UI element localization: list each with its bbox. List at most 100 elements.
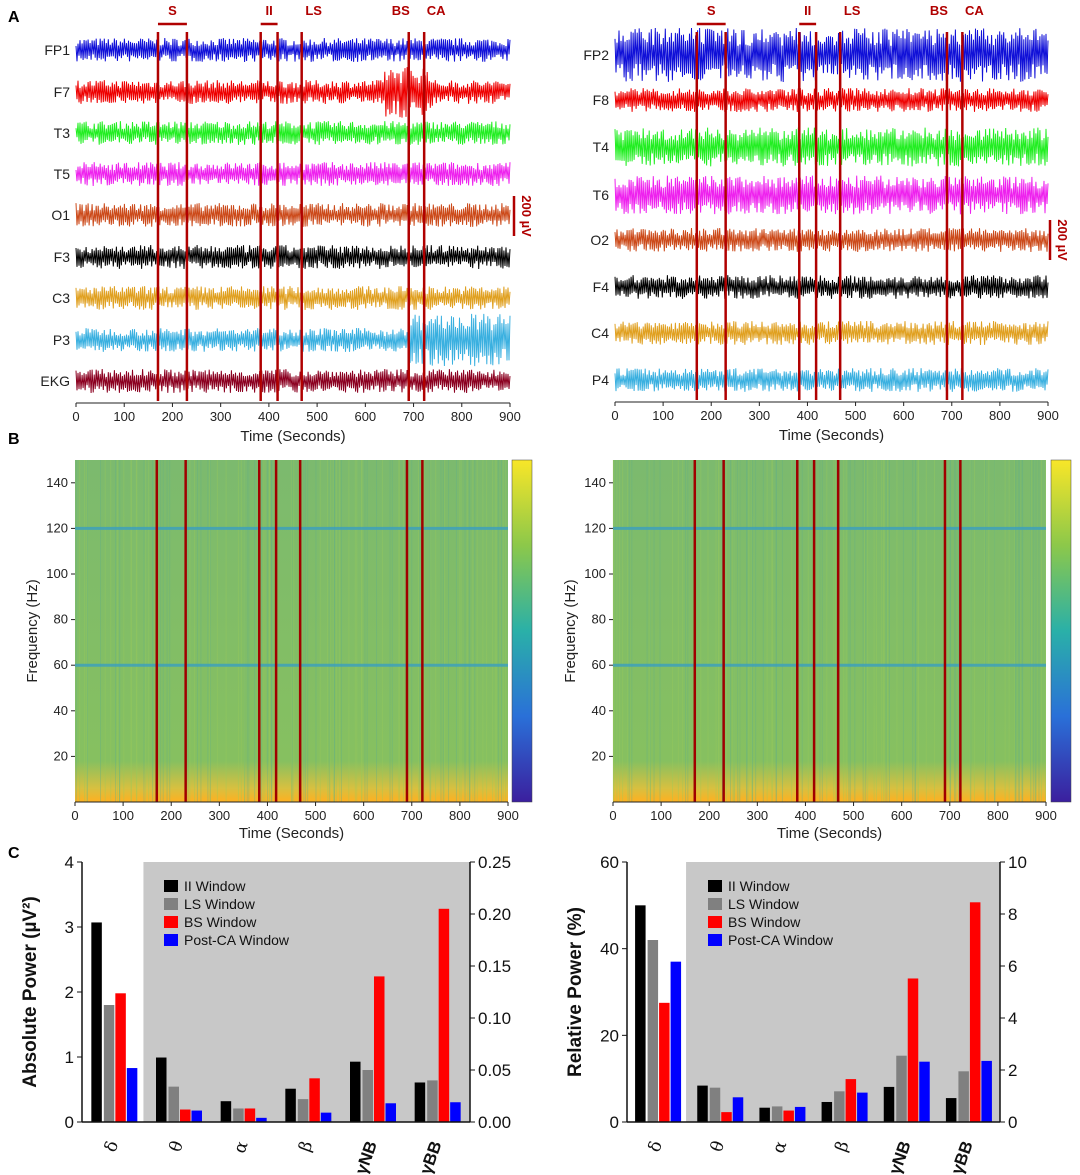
right-tick-label: 0.10: [478, 1009, 511, 1028]
right-tick-label: 10: [1008, 853, 1027, 872]
spectrogram-right: 0 100 200 300 400 500 600 700 800 900 Time (Second…: [562, 459, 1072, 842]
time-tick-label: 700: [939, 808, 961, 823]
left-tick-label: 3: [65, 918, 74, 937]
time-tick-label: 900: [1035, 808, 1057, 823]
bar: [981, 1060, 992, 1122]
time-tick-label: 300: [746, 808, 768, 823]
freq-tick-label: 80: [592, 612, 606, 627]
legend-entry: Post-CA Window: [728, 932, 834, 948]
time-tick-label: 100: [652, 408, 674, 423]
time-tick-label: 800: [987, 808, 1009, 823]
eeg-trace: [75, 368, 511, 394]
eeg-trace: [75, 286, 511, 311]
channel-label: C4: [591, 325, 609, 341]
bar: [794, 1106, 806, 1122]
eeg-trace: [614, 227, 1049, 253]
time-tick-label: 300: [748, 408, 770, 423]
eeg-trace: [75, 67, 511, 118]
time-tick-label: 700: [403, 409, 425, 424]
left-tick-label: 1: [65, 1048, 74, 1067]
time-tick-label: 600: [893, 408, 915, 423]
freq-tick-label: 40: [54, 703, 68, 718]
left-tick-label: 0: [610, 1113, 619, 1132]
bar: [115, 993, 126, 1122]
channel-label: P3: [53, 332, 70, 348]
legend-swatch: [708, 916, 722, 928]
right-tick-label: 0.05: [478, 1061, 511, 1080]
time-tick-label: 300: [210, 409, 232, 424]
bar: [180, 1109, 191, 1122]
bar: [845, 1079, 857, 1122]
legend-entry: BS Window: [728, 914, 801, 930]
time-tick-label: 900: [499, 409, 521, 424]
channel-label: F7: [54, 84, 71, 100]
left-tick-label: 60: [600, 853, 619, 872]
time-tick-label: 500: [306, 409, 328, 424]
time-tick-label: 100: [112, 808, 134, 823]
freq-axis-label: Frequency (Hz): [562, 579, 579, 682]
left-tick-label: 0: [65, 1113, 74, 1132]
bar: [783, 1110, 794, 1122]
freq-tick-label: 100: [584, 566, 606, 581]
legend-entry: BS Window: [184, 914, 257, 930]
event-label: S: [168, 3, 177, 18]
channel-label: P4: [592, 372, 609, 388]
eeg-traces-left: FP1 F7 T3 T5 O1 F3 C3 P3 EKG 0 100 200 300 400 500 600 7…: [40, 3, 534, 445]
time-tick-label: 400: [257, 808, 279, 823]
spectrogram-image: [75, 460, 508, 802]
bar: [670, 961, 682, 1122]
bar: [697, 1085, 708, 1122]
channel-label: T5: [54, 166, 71, 182]
time-tick-label: 500: [845, 408, 867, 423]
time-tick-label: 200: [160, 808, 182, 823]
time-axis-label: Time (Seconds): [779, 427, 884, 444]
time-tick-label: 0: [71, 808, 78, 823]
band-label: γNB: [351, 1138, 380, 1175]
time-tick-label: 700: [941, 408, 963, 423]
legend-entry: Post-CA Window: [184, 932, 290, 948]
bar: [320, 1112, 332, 1122]
time-tick-label: 500: [305, 808, 327, 823]
event-label: CA: [965, 3, 984, 18]
freq-tick-label: 80: [54, 612, 68, 627]
right-tick-label: 0.00: [478, 1113, 511, 1132]
channel-label: T3: [54, 125, 71, 141]
channel-label: EKG: [40, 373, 70, 389]
event-label: CA: [427, 3, 446, 18]
legend-swatch: [164, 880, 178, 892]
freq-tick-label: 60: [54, 657, 68, 672]
eeg-trace: [614, 175, 1049, 215]
bar: [385, 1103, 396, 1122]
legend-swatch: [708, 934, 722, 946]
channel-label: C3: [52, 290, 70, 306]
eeg-trace: [75, 244, 511, 270]
freq-tick-label: 120: [584, 520, 606, 535]
freq-axis-label: Frequency (Hz): [24, 579, 41, 682]
right-tick-label: 0.15: [478, 957, 511, 976]
bar: [168, 1086, 179, 1122]
bar: [91, 922, 102, 1122]
freq-tick-label: 120: [46, 520, 68, 535]
freq-tick-label: 60: [592, 657, 606, 672]
time-tick-label: 0: [609, 808, 616, 823]
time-tick-label: 800: [451, 409, 473, 424]
freq-tick-label: 140: [584, 475, 606, 490]
channel-label: F4: [593, 279, 610, 295]
bar: [362, 1070, 373, 1122]
bar: [244, 1108, 256, 1122]
band-label: δ: [645, 1138, 667, 1154]
time-tick-label: 400: [258, 409, 280, 424]
bar: [857, 1092, 868, 1122]
eeg-trace: [614, 27, 1049, 83]
bar: [285, 1088, 296, 1122]
bar: [958, 1071, 969, 1122]
bar: [969, 902, 981, 1122]
bar: [945, 1098, 957, 1122]
time-tick-label: 500: [843, 808, 865, 823]
right-tick-label: 6: [1008, 957, 1017, 976]
bar: [103, 1005, 115, 1122]
bar: [896, 1055, 907, 1122]
time-tick-label: 200: [162, 409, 184, 424]
bar: [919, 1061, 930, 1122]
